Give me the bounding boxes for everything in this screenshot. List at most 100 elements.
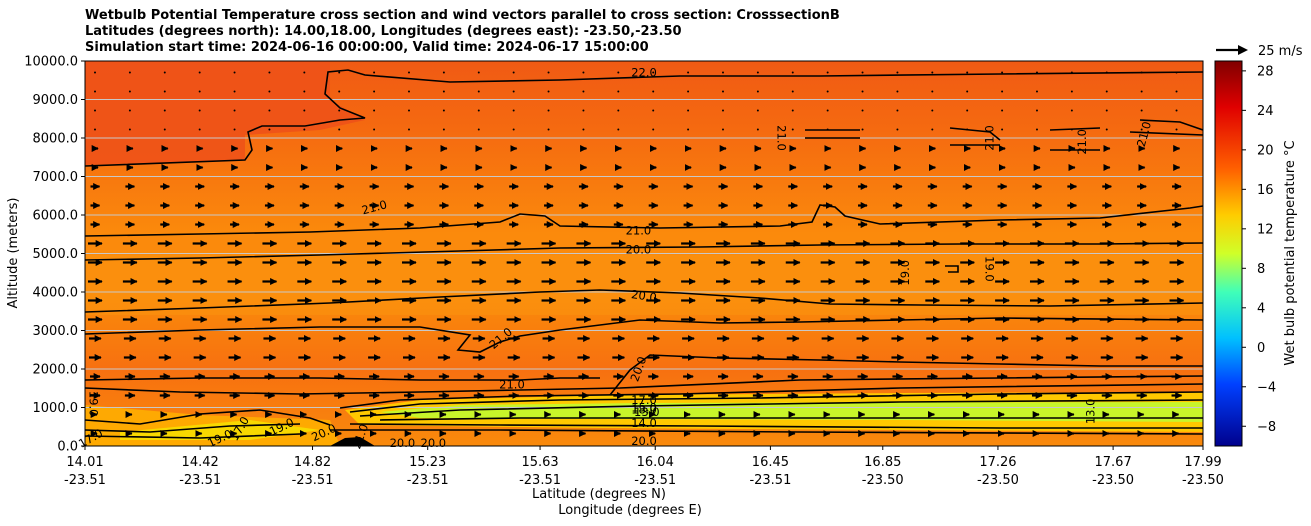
wind-vector [547, 128, 550, 131]
wind-vector [1001, 128, 1004, 131]
wind-vector [303, 109, 306, 112]
wind-vector [512, 71, 515, 74]
wind-vector [1070, 90, 1073, 93]
wind-vector [1035, 109, 1038, 112]
wind-vector [652, 71, 655, 74]
wind-vector [94, 71, 96, 74]
wind-vector [442, 90, 445, 93]
x-tick-label-lon: -23.51 [407, 473, 449, 488]
wind-vector [163, 90, 166, 93]
x-tick-label-lat: 17.67 [1095, 455, 1132, 470]
warm-upper-patch [85, 61, 365, 165]
wind-vector [721, 109, 724, 112]
wind-vector [617, 109, 620, 112]
colorbar-tick-label: 8 [1257, 262, 1265, 277]
wind-vector [896, 109, 899, 112]
wind-vector [407, 109, 410, 112]
wind-vector [617, 71, 620, 74]
x-tick-label-lon: -23.51 [179, 473, 221, 488]
x-axis-label-latitude: Latitude (degrees N) [532, 487, 666, 502]
wind-vector [791, 90, 794, 93]
x-tick-label-lat: 15.63 [521, 455, 558, 470]
colorbar: 28 24 20 16 12 8 4 0 −4 −8 Wet bulb potential tem… [1214, 60, 1298, 447]
wind-vector [128, 90, 131, 93]
x-tick-label-lat: 15.23 [409, 455, 446, 470]
colorbar-tick-label: 12 [1257, 222, 1274, 237]
contour-lower-2 [339, 383, 1203, 409]
colorbar-tick-label: 16 [1257, 183, 1274, 198]
y-tick-label: 3000.0 [33, 324, 79, 339]
wind-vector [1175, 109, 1178, 112]
x-tick-label-lat: 14.01 [66, 455, 103, 470]
wind-vector [687, 128, 690, 131]
wind-vector [791, 109, 794, 112]
wind-vector [582, 90, 585, 93]
contour-19-west [85, 409, 331, 426]
wind-vector [128, 71, 131, 74]
wind-vector [582, 128, 585, 131]
contour-19-fragment [945, 265, 959, 273]
wind-vector [966, 90, 969, 93]
x-tick-label-lat: 16.04 [637, 455, 674, 470]
wind-vector [407, 90, 410, 93]
wind-vector [756, 71, 759, 74]
x-tick-label-lon: -23.51 [634, 473, 676, 488]
contour-label: 13.0 [1084, 399, 1098, 425]
x-tick-label-lat: 16.85 [864, 455, 901, 470]
y-tick-label: 7000.0 [33, 170, 79, 185]
wind-vector [687, 71, 690, 74]
wind-vector [477, 90, 480, 93]
wind-vector [163, 71, 166, 74]
wind-vector [512, 109, 515, 112]
chart-subtitle-coordinates: Latitudes (degrees north): 14.00,18.00, … [85, 24, 682, 39]
wind-vector [442, 109, 445, 112]
contour-label: 21.0 [775, 125, 789, 151]
wind-vector [721, 128, 724, 131]
wind-vector [1035, 128, 1038, 131]
wind-vector [617, 128, 620, 131]
colorbar-tick-label: 24 [1257, 104, 1274, 119]
colorbar-tick-label: −4 [1257, 380, 1276, 395]
wind-vector [1175, 128, 1178, 131]
wind-vector [652, 109, 655, 112]
contour-lower-3 [349, 391, 1203, 413]
wind-vector [407, 71, 410, 74]
wind-vector [896, 71, 899, 74]
wind-vector [1001, 71, 1004, 74]
y-tick-label: 5000.0 [33, 247, 79, 262]
wind-vector [931, 109, 934, 112]
wind-vector [966, 109, 969, 112]
x-tick-label-lon: -23.51 [519, 473, 561, 488]
colorbar-tick-label: 20 [1257, 143, 1274, 158]
wind-vector [233, 90, 236, 93]
wind-vector [861, 109, 864, 112]
wind-vector [861, 90, 864, 93]
contour-label: 21.0 [1134, 120, 1154, 148]
wind-vector [791, 71, 794, 74]
wind-vector [303, 90, 306, 93]
y-tick-label: 0.0 [57, 440, 78, 455]
wind-vectors [88, 71, 1185, 438]
contour-label: 14.0 [631, 416, 657, 430]
wind-vector [442, 71, 445, 74]
colorbar-frame [1214, 60, 1243, 447]
wind-vector [1070, 71, 1073, 74]
y-tick-label: 2000.0 [33, 363, 79, 378]
y-axis-label: Altitude (meters) [6, 198, 21, 309]
x-tick-label-lat: 16.45 [752, 455, 789, 470]
colorbar-tick-label: 4 [1257, 301, 1265, 316]
contour-label: 21.0 [499, 377, 525, 391]
wind-vector [721, 71, 724, 74]
quiver-key: 25 m/s [1216, 44, 1303, 59]
wind-vector [373, 90, 376, 93]
wind-vector [198, 128, 201, 131]
y-tick-label: 10000.0 [24, 55, 78, 70]
contour-label: 20.0 [390, 436, 416, 450]
wind-vector [163, 109, 166, 112]
colorbar-tick-label: 28 [1257, 64, 1274, 79]
wind-vector [268, 128, 271, 131]
x-axis: 14.01 -23.51 14.42 -23.51 14.82 -23.51 15.23 -2… [64, 446, 1224, 488]
wind-vector [1140, 128, 1143, 131]
contour-label: 21.0 [1075, 129, 1089, 155]
contour-label: 20.0 [626, 243, 652, 257]
